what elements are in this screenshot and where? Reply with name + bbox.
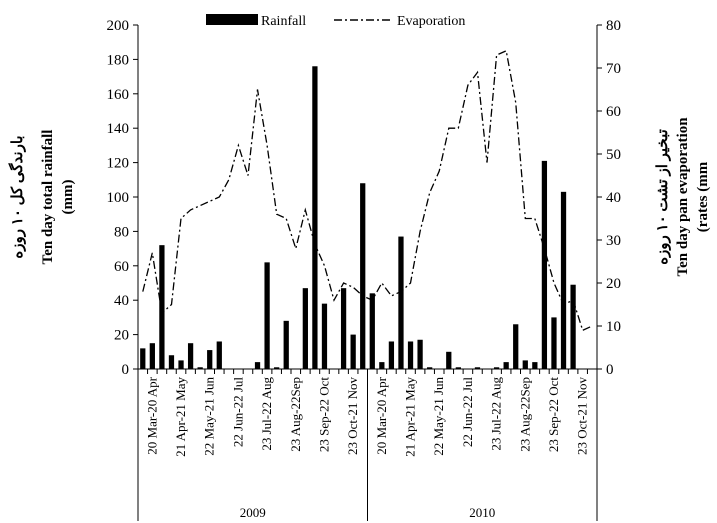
left-tick-label: 200 (107, 18, 130, 34)
category-label: 23 Oct-21 Nov (575, 377, 590, 455)
right-tick-label: 40 (606, 190, 621, 206)
category-label: 23 Jul-22 Aug (259, 377, 274, 451)
rainfall-bar (140, 348, 146, 369)
rainfall-bar (417, 339, 423, 369)
rainfall-bar (560, 191, 567, 369)
rainfall-bar (427, 367, 433, 369)
right-tick-label: 50 (606, 147, 621, 163)
category-label: 21 Apr-21 May (403, 377, 418, 457)
right-tick-label: 30 (606, 233, 621, 249)
right-tick-label: 60 (606, 104, 621, 120)
left-axis-title: بارندگی کل ۱۰ روزه (8, 135, 26, 258)
rainfall-bar (474, 367, 481, 369)
right-axis-title-english-wrap: Ten day pan evaporation (675, 117, 691, 277)
left-tick-label: 180 (107, 52, 130, 68)
left-tick-label: 40 (114, 293, 129, 309)
right-axis-unit-wrap: (rates (mm (695, 161, 711, 232)
category-label: 22 Jun-22 Jul (460, 377, 475, 447)
rainfall-bar (455, 367, 461, 369)
left-tick-label: 140 (107, 121, 130, 137)
category-label: 20 Mar-20 Apr (144, 376, 159, 454)
rainfall-bar (302, 288, 308, 369)
right-tick-label: 20 (606, 276, 621, 292)
left-tick-label: 0 (122, 362, 130, 378)
rainfall-bar (283, 320, 289, 369)
category-label: 23 Aug-22Sep (517, 377, 532, 452)
rainfall-bar (551, 317, 557, 369)
rainfall-bar (321, 303, 328, 369)
rainfall-bar (340, 288, 347, 369)
rainfall-bar (532, 362, 538, 369)
rainfall-bar (197, 367, 203, 369)
legend: Rainfall Evaporation (206, 14, 465, 29)
rainfall-bar (522, 360, 528, 369)
category-label: 23 Jul-22 Aug (489, 377, 504, 451)
right-axis-title-persian-wrap: تبخیر از تشت ۱۰ روزه (655, 129, 671, 265)
rainfall-bar (541, 160, 548, 369)
rainfall-bar (513, 324, 519, 369)
left-tick-label: 80 (114, 224, 129, 240)
rainfall-bars (140, 66, 576, 369)
category-axis: 20 Mar-20 Apr 21 Apr-21 May 22 May-21 Jun 2… (137, 369, 598, 521)
left-tick-label: 100 (107, 190, 130, 206)
category-label: 23 Sep-22 Oct (317, 377, 332, 452)
rainfall-bar (398, 236, 404, 369)
rainfall-bar (570, 284, 576, 369)
rainfall-bar (187, 343, 194, 369)
right-axis-unit: (rates (mm (695, 161, 711, 232)
category-label: 22 May-21 Jun (431, 377, 446, 456)
rainfall-bar (493, 367, 500, 369)
evaporation-line (142, 49, 593, 332)
legend-evaporation-label: Evaporation (397, 14, 465, 29)
legend-rainfall-label: Rainfall (261, 14, 306, 29)
rainfall-bar (503, 362, 509, 369)
left-tick-label: 160 (107, 87, 130, 103)
rainfall-bar (207, 350, 213, 369)
legend-rainfall-swatch (206, 14, 258, 25)
rainfall-bar (407, 341, 414, 369)
left-axis-unit: (mm) (60, 180, 76, 215)
right-axis-title-persian: تبخیر از تشت ۱۰ روزه (655, 129, 671, 265)
left-axis-title-english: Ten day total rainfall (40, 130, 56, 265)
rainfall-bar (379, 362, 385, 369)
category-label: 23 Aug-22Sep (288, 377, 303, 452)
left-tick-label: 120 (107, 156, 130, 172)
rainfall-bar (360, 183, 366, 369)
right-tick-label: 70 (606, 61, 621, 77)
category-label: 22 May-21 Jun (202, 377, 217, 456)
left-tick-label: 60 (114, 259, 129, 275)
rainfall-bar (149, 343, 155, 369)
rainfall-bar (312, 66, 318, 369)
right-axis-title-english: Ten day pan evaporation (675, 117, 691, 277)
category-label: 20 Mar-20 Apr (374, 376, 389, 454)
rainfall-bar (388, 341, 395, 369)
rainfall-bar (369, 293, 375, 369)
rainfall-bar (446, 351, 452, 369)
category-label: 23 Sep-22 Oct (546, 377, 561, 452)
right-tick-label: 10 (606, 319, 621, 335)
category-label: 23 Oct-21 Nov (345, 377, 360, 455)
category-label: 22 Jun-22 Jul (230, 377, 245, 447)
category-label: 21 Apr-21 May (173, 377, 188, 457)
evaporation-line-group (142, 49, 593, 332)
left-axis: 0 20 40 60 80 100 120 140 160 180 200 (107, 18, 139, 378)
rainfall-bar (350, 334, 356, 369)
rainfall-bar (168, 355, 175, 369)
left-axis-unit-wrap: (mm) (60, 180, 76, 215)
rainfall-bar (178, 360, 184, 369)
right-tick-label: 0 (606, 362, 614, 378)
right-axis: 0 10 20 30 40 50 60 70 80 (596, 18, 621, 378)
year-label: 2009 (240, 505, 266, 520)
year-label: 2010 (469, 505, 495, 520)
rainfall-bar (264, 262, 270, 369)
rainfall-bar (254, 362, 261, 369)
left-axis-title-english-wrap: Ten day total rainfall (40, 130, 56, 265)
rainfall-bar (216, 341, 222, 369)
rainfall-bar (159, 245, 165, 369)
right-tick-label: 80 (606, 18, 621, 34)
left-tick-label: 20 (114, 328, 129, 344)
left-axis-title-persian: بارندگی کل ۱۰ روزه (8, 135, 26, 258)
rainfall-bar (274, 367, 280, 369)
